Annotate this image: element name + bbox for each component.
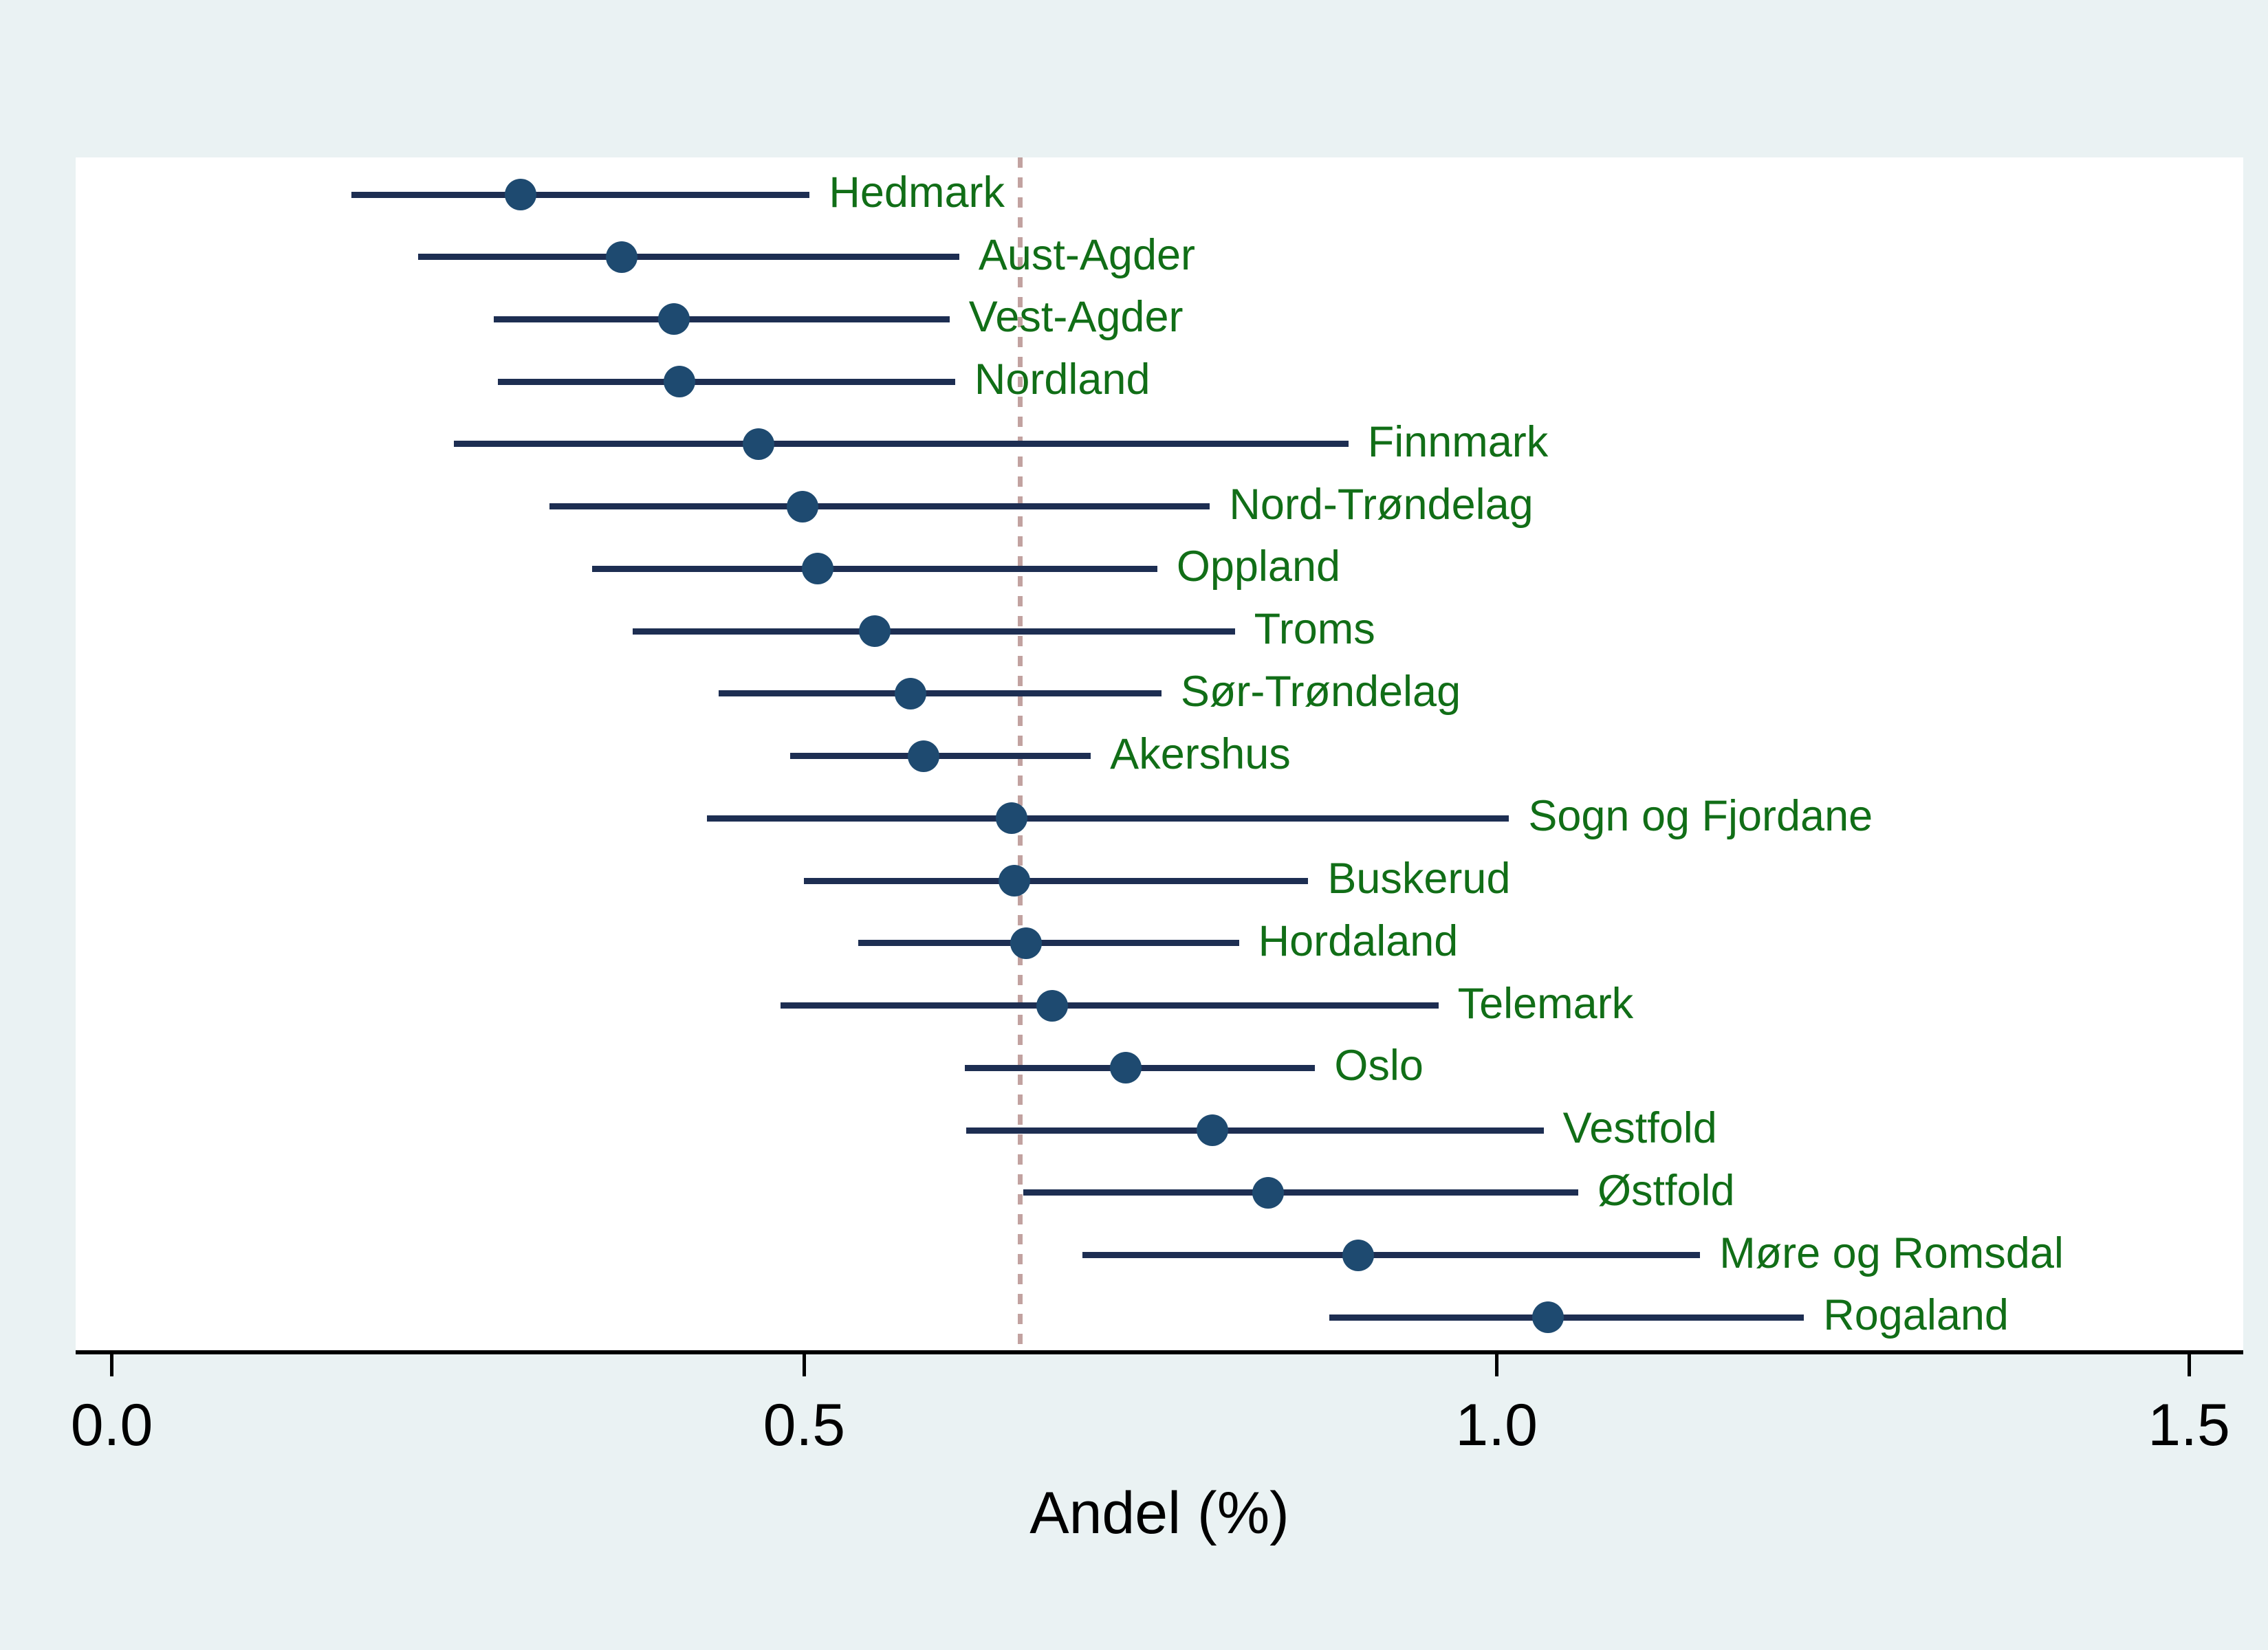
county-label: Akershus bbox=[1110, 729, 1291, 778]
confidence-interval-line bbox=[453, 441, 1349, 448]
county-label: Sør-Trøndelag bbox=[1180, 668, 1461, 716]
plot-area: Hedmark Aust-Agder Vest-Agder Nordland Finnm… bbox=[76, 157, 2243, 1352]
confidence-interval-line bbox=[1023, 1189, 1578, 1196]
point-estimate-dot bbox=[664, 366, 696, 398]
point-estimate-dot bbox=[658, 303, 690, 336]
county-label: Finnmark bbox=[1367, 418, 1549, 467]
x-axis-tick-label: 1.5 bbox=[2148, 1392, 2230, 1458]
x-axis-tick-label: 0.5 bbox=[763, 1392, 846, 1458]
confidence-interval-line bbox=[592, 565, 1157, 572]
county-label: Østfold bbox=[1598, 1166, 1735, 1215]
x-axis-tick bbox=[2187, 1354, 2191, 1376]
x-axis-title: Andel (%) bbox=[1029, 1480, 1289, 1546]
county-label: Rogaland bbox=[1823, 1291, 2009, 1340]
confidence-interval-line bbox=[804, 877, 1309, 884]
x-axis-tick bbox=[1494, 1354, 1498, 1376]
county-label: Troms bbox=[1254, 605, 1375, 654]
point-estimate-dot bbox=[1342, 1239, 1374, 1271]
confidence-interval-line bbox=[858, 940, 1239, 947]
point-estimate-dot bbox=[1010, 927, 1042, 959]
confidence-interval-line bbox=[1082, 1252, 1701, 1259]
county-label: Hedmark bbox=[829, 168, 1005, 217]
county-label: Oppland bbox=[1176, 542, 1341, 591]
confidence-interval-line bbox=[707, 815, 1509, 822]
point-estimate-dot bbox=[1109, 1052, 1142, 1084]
county-label: Oslo bbox=[1334, 1042, 1424, 1090]
x-axis-line bbox=[76, 1350, 2243, 1354]
county-label: Aust-Agder bbox=[978, 230, 1196, 279]
county-label: Hordaland bbox=[1258, 916, 1459, 965]
point-estimate-dot bbox=[907, 740, 939, 772]
confidence-interval-line bbox=[351, 191, 810, 198]
confidence-interval-line bbox=[966, 1127, 1544, 1134]
point-estimate-dot bbox=[999, 865, 1031, 897]
point-estimate-dot bbox=[895, 677, 927, 710]
point-estimate-dot bbox=[504, 179, 536, 210]
x-axis-tick-label: 0.0 bbox=[70, 1392, 153, 1458]
x-axis-tick bbox=[110, 1354, 113, 1376]
county-label: Buskerud bbox=[1327, 855, 1511, 903]
point-estimate-dot bbox=[802, 553, 834, 585]
confidence-interval-line bbox=[417, 254, 959, 261]
point-estimate-dot bbox=[1197, 1114, 1229, 1147]
point-estimate-dot bbox=[1036, 989, 1068, 1022]
county-label: Sogn og Fjordane bbox=[1528, 792, 1873, 841]
x-axis-tick-label: 1.0 bbox=[1455, 1392, 1538, 1458]
confidence-interval-line bbox=[718, 690, 1162, 697]
point-estimate-dot bbox=[742, 428, 774, 460]
point-estimate-dot bbox=[787, 490, 819, 522]
confidence-interval-line bbox=[1329, 1314, 1804, 1321]
point-estimate-dot bbox=[1531, 1301, 1564, 1334]
confidence-interval-line bbox=[632, 628, 1235, 635]
confidence-interval-line bbox=[494, 316, 950, 322]
county-label: Nord-Trøndelag bbox=[1229, 480, 1534, 529]
confidence-interval-line bbox=[781, 1002, 1439, 1009]
point-estimate-dot bbox=[859, 615, 891, 648]
point-estimate-dot bbox=[605, 241, 637, 273]
point-estimate-dot bbox=[1252, 1176, 1284, 1209]
confidence-interval-line bbox=[790, 753, 1091, 760]
county-label: Telemark bbox=[1457, 979, 1634, 1028]
confidence-interval-line bbox=[498, 378, 955, 385]
point-estimate-dot bbox=[996, 802, 1028, 835]
county-label: Nordland bbox=[974, 355, 1151, 404]
confidence-interval-line bbox=[549, 503, 1210, 510]
county-label: Møre og Romsdal bbox=[1719, 1229, 2064, 1277]
x-axis-tick bbox=[802, 1354, 806, 1376]
county-label: Vest-Agder bbox=[968, 293, 1184, 342]
county-label: Vestfold bbox=[1562, 1104, 1717, 1153]
